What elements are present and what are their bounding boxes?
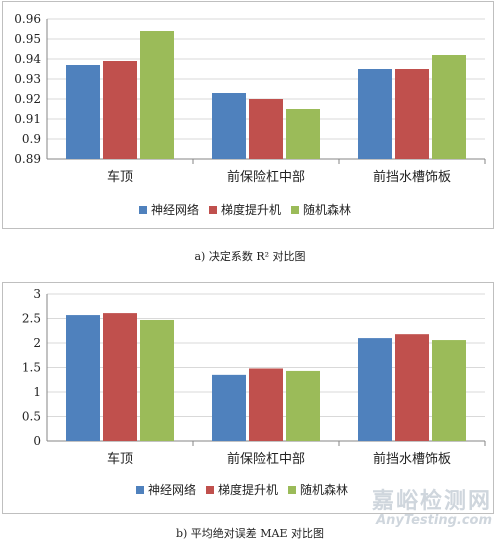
watermark-en: AnyTesting.com (376, 513, 492, 528)
watermark: 嘉峪检测网 AnyTesting.com (352, 483, 492, 528)
bar (249, 99, 283, 159)
x-category-label: 车顶 (107, 169, 133, 185)
y-tick-label: 2.5 (22, 312, 41, 326)
y-tick-label: 1.5 (22, 361, 41, 375)
y-tick-label: 0.91 (14, 112, 41, 126)
legend-item-rf: 随机森林 (288, 481, 348, 498)
y-tick-label: 0.96 (14, 12, 41, 26)
bar (212, 374, 246, 441)
watermark-cn: 嘉峪检测网 (371, 489, 492, 514)
bar (140, 319, 174, 441)
legend-swatch-nn (136, 485, 144, 494)
caption-r2: a) 决定系数 R² 对比图 (194, 250, 306, 263)
legend-swatch-nn (139, 205, 147, 214)
mae-legend: 神经网络 梯度提升机 随机森林 (136, 481, 358, 498)
bar (249, 368, 283, 441)
legend-label-gbm: 梯度提升机 (221, 203, 282, 217)
y-tick-label: 1 (33, 385, 41, 399)
legend-label-nn: 神经网络 (148, 483, 197, 497)
x-category-label: 前保险杠中部 (227, 169, 305, 185)
bar (66, 315, 100, 441)
legend-swatch-rf (291, 205, 300, 214)
r2-bar-chart: 0.89 0.9 0.91 0.92 0.93 0.94 0.95 0.96 车顶 前保险杠中部 前… (14, 12, 486, 185)
legend-item-nn: 神经网络 (139, 201, 199, 218)
bar (358, 69, 392, 159)
bar (286, 109, 320, 159)
y-tick-label: 3 (33, 287, 41, 301)
bar (66, 65, 100, 159)
legend-swatch-gbm (209, 205, 218, 214)
bar (103, 61, 137, 159)
bar (212, 93, 246, 159)
y-tick-label: 0.89 (14, 152, 41, 166)
y-tick-label: 0.9 (22, 132, 41, 146)
caption-mae: b) 平均绝对误差 MAE 对比图 (175, 527, 325, 540)
y-tick-label: 0.5 (22, 410, 41, 424)
legend-item-gbm: 梯度提升机 (209, 201, 281, 218)
bar (358, 338, 392, 441)
legend-item-rf: 随机森林 (291, 201, 351, 218)
bar (395, 334, 429, 441)
bar (432, 55, 466, 159)
y-tick-label: 0.93 (14, 72, 41, 86)
mae-bar-chart: 0 0.5 1 1.5 2 2.5 3 车顶 前保险杠中部 前挡水槽饰板 (22, 287, 486, 467)
legend-label-rf: 随机森林 (300, 483, 349, 497)
y-tick-label: 2 (33, 336, 41, 350)
bar (432, 340, 466, 441)
x-category-label: 前挡水槽饰板 (373, 169, 451, 185)
legend-label-nn: 神经网络 (151, 203, 200, 217)
bar (103, 313, 137, 441)
y-tick-label: 0 (33, 434, 41, 448)
x-category-label: 车顶 (107, 451, 133, 467)
chart-panel-mae: 0 0.5 1 1.5 2 2.5 3 车顶 前保险杠中部 前挡水槽饰板 (2, 282, 494, 514)
bar (286, 370, 320, 441)
y-tick-label: 0.94 (14, 52, 41, 66)
legend-label-gbm: 梯度提升机 (218, 483, 279, 497)
legend-item-gbm: 梯度提升机 (206, 481, 278, 498)
legend-item-nn: 神经网络 (136, 481, 196, 498)
bar (140, 31, 174, 159)
legend-label-rf: 随机森林 (303, 203, 352, 217)
legend-swatch-rf (288, 485, 297, 494)
x-category-label: 前保险杠中部 (227, 451, 305, 467)
chart-panel-r2: 0.89 0.9 0.91 0.92 0.93 0.94 0.95 0.96 车顶 前保险杠中部 前… (2, 1, 494, 229)
y-tick-label: 0.95 (14, 32, 41, 46)
legend-swatch-gbm (206, 485, 215, 494)
r2-legend: 神经网络 梯度提升机 随机森林 (139, 201, 361, 218)
bar (395, 69, 429, 159)
x-category-label: 前挡水槽饰板 (373, 451, 451, 467)
y-tick-label: 0.92 (14, 92, 41, 106)
